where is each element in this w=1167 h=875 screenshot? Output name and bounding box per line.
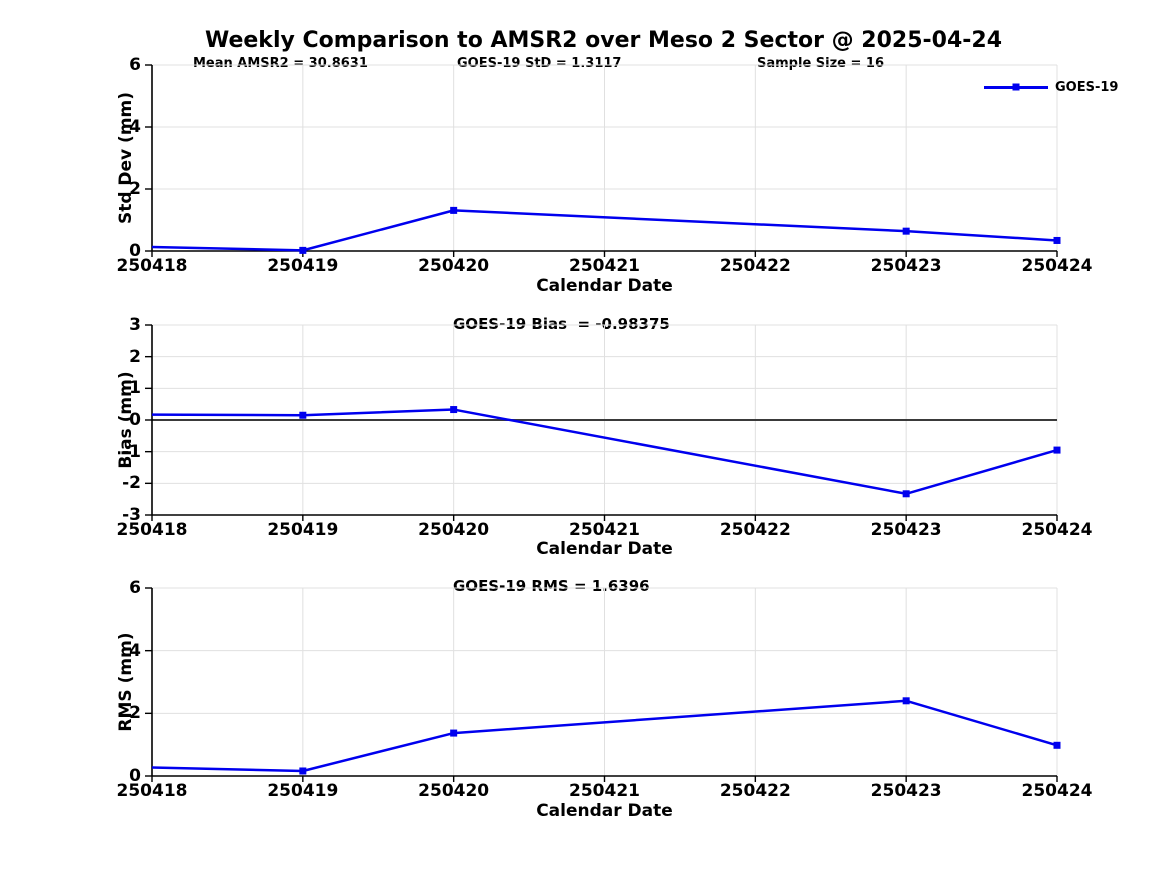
x-tick-label: 250420 [418,256,490,276]
y-tick-label: 1 [129,378,141,399]
legend-line-sample [984,83,1048,91]
legend-square-marker-icon [1012,83,1020,91]
annotation-mean-amsr2: Mean AMSR2 = 30.8631 [193,56,368,71]
x-tick-label: 250423 [870,520,942,540]
annotation-goes19-bias: GOES-19 Bias = -0.98375 [453,315,670,333]
x-tick-label: 250418 [116,520,188,540]
y-tick-label: -1 [122,441,141,462]
x-tick-label: 250423 [870,256,942,276]
x-tick-label: 250424 [1021,256,1093,276]
x-tick-label: 250419 [267,781,339,801]
rms-x-axis-label: Calendar Date [536,801,673,821]
x-tick-label: 250421 [569,256,640,276]
stddev-x-axis-label: Calendar Date [536,276,673,296]
legend-series-label: GOES-19 [1055,79,1119,95]
figure-title: Weekly Comparison to AMSR2 over Meso 2 S… [204,28,1003,53]
stddev-y-axis-label: Std Dev (mm) [116,91,136,225]
x-tick-label: 250418 [116,781,188,801]
rms-chart-canvas [145,587,1061,782]
annotation-sample-size: Sample Size = 16 [757,56,885,71]
y-tick-label: 2 [129,346,141,367]
bias-chart-canvas [145,324,1061,521]
y-tick-label: 0 [129,241,141,261]
x-tick-label: 250424 [1021,781,1093,801]
x-tick-label: 250422 [719,256,791,276]
x-tick-label: 250422 [719,781,791,801]
y-tick-label: 0 [129,410,141,430]
x-tick-label: 250418 [116,256,188,276]
legend: GOES-19 [984,78,1118,96]
x-tick-label: 250421 [569,781,640,801]
y-tick-label: 4 [129,640,141,661]
annotation-goes19-rms: GOES-19 RMS = 1.6396 [453,577,650,595]
x-tick-label: 250419 [267,256,339,276]
x-tick-label: 250421 [569,520,640,540]
x-tick-label: 250423 [870,781,942,801]
x-tick-label: 250419 [267,520,339,540]
annotation-goes19-std: GOES-19 StD = 1.3117 [457,56,622,71]
x-tick-label: 250420 [418,781,490,801]
y-tick-label: 2 [129,179,141,199]
y-tick-label: 6 [129,55,141,75]
x-tick-label: 250420 [418,520,490,540]
y-tick-label: -3 [122,505,141,525]
y-tick-label: 3 [129,315,141,335]
bias-x-axis-label: Calendar Date [536,539,673,559]
stddev-chart-canvas [145,64,1061,257]
y-tick-label: 6 [129,578,141,598]
x-tick-label: 250424 [1021,520,1093,540]
y-tick-label: 4 [129,117,141,137]
y-tick-label: -2 [122,473,141,494]
y-tick-label: 0 [129,766,141,786]
y-tick-label: 2 [129,703,141,724]
x-tick-label: 250422 [719,520,791,540]
